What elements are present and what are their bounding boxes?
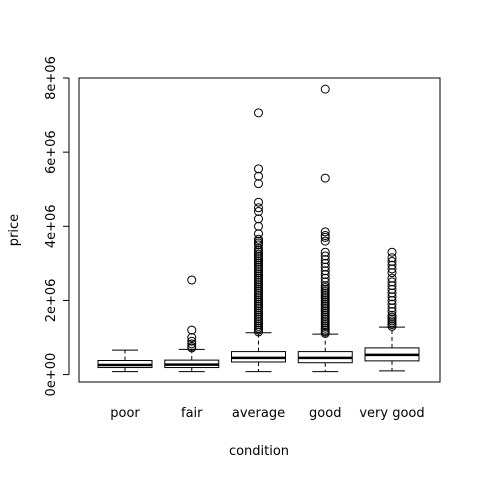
y-tick-label: 6e+06 <box>44 130 59 174</box>
x-tick-label: good <box>309 406 341 421</box>
x-axis-label: condition <box>229 444 289 459</box>
y-tick-label: 0e+00 <box>44 353 59 397</box>
x-tick-label: poor <box>110 406 140 421</box>
x-tick-label: fair <box>181 406 203 421</box>
y-tick-label: 4e+06 <box>44 204 59 248</box>
y-axis-label: price <box>7 214 22 246</box>
x-tick-label: average <box>232 406 285 421</box>
y-tick-label: 8e+06 <box>44 56 59 100</box>
x-tick-label: very good <box>359 406 424 421</box>
y-tick-label: 2e+06 <box>44 279 59 323</box>
